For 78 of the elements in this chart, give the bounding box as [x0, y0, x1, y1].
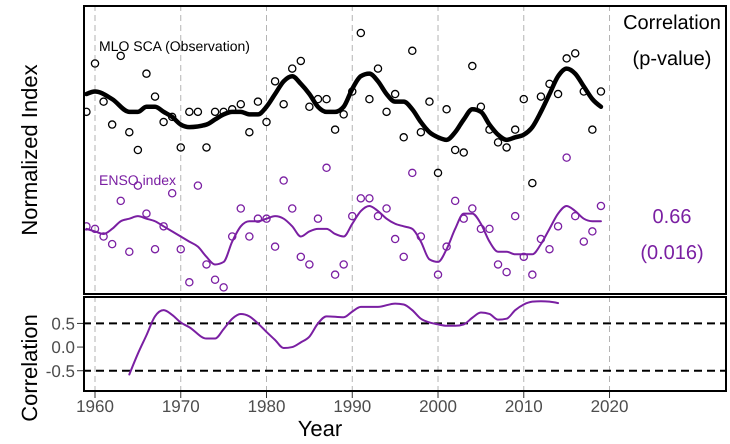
- point: [288, 204, 296, 213]
- point: [262, 214, 271, 223]
- point: [580, 237, 588, 246]
- point: [520, 252, 528, 262]
- point: [348, 212, 357, 220]
- point: [408, 168, 417, 178]
- point: [596, 202, 606, 210]
- point: [374, 212, 382, 220]
- point: [254, 214, 262, 223]
- series-label: MLO SCA (Observation): [99, 38, 250, 54]
- y-axis-title: Normalized Index: [17, 64, 43, 236]
- point: [330, 270, 340, 279]
- point: [510, 212, 520, 220]
- point: [159, 222, 168, 231]
- point: [485, 224, 494, 234]
- x-tick-label: 2020: [590, 397, 628, 416]
- annotation: (0.016): [640, 242, 704, 265]
- point: [554, 222, 562, 231]
- point: [279, 176, 288, 185]
- point: [390, 234, 400, 244]
- point: [185, 278, 194, 287]
- point: [90, 224, 100, 234]
- x-tick-label: 1990: [333, 397, 372, 416]
- y-tick-label: 0.5: [51, 314, 75, 334]
- point: [545, 244, 554, 254]
- x-tick-label: 1960: [76, 397, 114, 416]
- line-series: [128, 300, 560, 376]
- point: [236, 204, 246, 213]
- point: [459, 214, 468, 223]
- point: [150, 244, 160, 254]
- point: [450, 196, 460, 206]
- point: [296, 252, 306, 262]
- point: [108, 240, 116, 248]
- point: [502, 268, 511, 276]
- point: [228, 232, 236, 241]
- point: [305, 260, 314, 269]
- series-label: ENSO index: [99, 172, 176, 188]
- annotation: Correlation: [623, 12, 721, 35]
- point: [562, 153, 571, 162]
- point: [210, 275, 220, 284]
- point: [116, 196, 125, 206]
- point: [219, 283, 228, 292]
- point: [570, 212, 580, 220]
- point: [270, 242, 280, 251]
- point: [588, 227, 597, 236]
- point: [494, 260, 502, 269]
- point: [442, 242, 451, 251]
- point: [176, 244, 186, 254]
- point: [468, 204, 477, 213]
- x-axis-title: Year: [298, 416, 342, 442]
- point: [365, 194, 374, 203]
- point: [245, 232, 254, 241]
- point: [476, 224, 486, 234]
- point: [125, 248, 134, 256]
- point: [382, 204, 391, 213]
- point: [536, 234, 546, 244]
- x-tick-label: 2010: [504, 397, 543, 416]
- point: [202, 260, 211, 269]
- annotation: 0.66: [652, 206, 692, 229]
- point: [142, 209, 151, 218]
- x-tick-label: 1980: [248, 397, 286, 416]
- point: [434, 270, 442, 279]
- y-axis-title: Correlation: [17, 314, 43, 422]
- point: [194, 181, 202, 190]
- y-tick-label: 0.0: [51, 338, 75, 358]
- point: [356, 194, 366, 203]
- point: [322, 164, 331, 172]
- point: [168, 188, 176, 198]
- point: [528, 270, 537, 279]
- point: [339, 260, 348, 269]
- x-tick-label: 1970: [162, 397, 200, 416]
- y-tick-label: -0.5: [46, 362, 75, 381]
- point: [416, 232, 426, 241]
- point: [314, 214, 322, 223]
- x-tick-label: 2000: [419, 397, 457, 416]
- point: [399, 252, 408, 262]
- point: [99, 232, 108, 241]
- annotation: (p-value): [632, 48, 712, 71]
